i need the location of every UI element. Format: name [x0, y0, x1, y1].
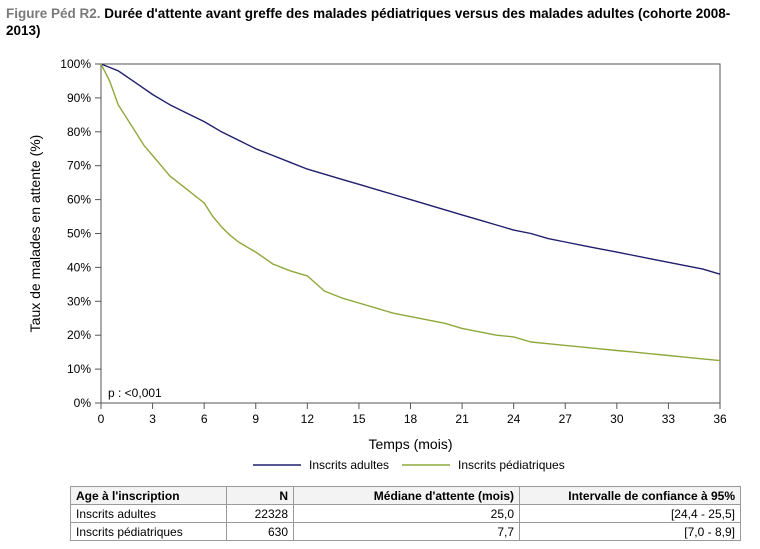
y-tick-label: 40%	[67, 260, 91, 274]
x-tick-label: 0	[98, 412, 105, 426]
x-tick-label: 21	[455, 412, 469, 426]
figure-title: Figure Péd R2. Durée d'attente avant gre…	[6, 5, 746, 39]
series-line	[100, 63, 721, 362]
table-header-age: Age à l'inscription	[70, 486, 227, 505]
table-row: Inscrits adultes 22328 25,0 [24,4 - 25,5…	[70, 504, 741, 523]
x-tick-label: 15	[352, 412, 366, 426]
x-tick-label: 9	[252, 412, 259, 426]
y-tick-label: 70%	[67, 159, 91, 173]
table-cell-ci: [7,0 - 8,9]	[519, 522, 741, 541]
y-tick-label: 90%	[67, 91, 91, 105]
median-wait-table: Age à l'inscription N Médiane d'attente …	[70, 486, 741, 541]
table-cell-n: 22328	[226, 504, 294, 523]
table-cell-n: 630	[226, 522, 294, 541]
y-tick-label: 30%	[67, 294, 91, 308]
table-cell-median: 7,7	[293, 522, 520, 541]
y-axis-label: Taux de malades en attente (%)	[27, 135, 43, 333]
x-tick-label: 18	[404, 412, 418, 426]
x-tick-label: 33	[662, 412, 676, 426]
x-tick-label: 30	[610, 412, 624, 426]
x-tick-label: 6	[201, 412, 208, 426]
y-tick-label: 20%	[67, 328, 91, 342]
x-tick-label: 3	[149, 412, 156, 426]
y-tick-label: 10%	[67, 362, 91, 376]
legend-label: Inscrits adultes	[309, 458, 389, 472]
table-header-ci: Intervalle de confiance à 95%	[519, 486, 741, 505]
series-line	[100, 63, 721, 275]
x-tick-label: 27	[559, 412, 573, 426]
x-tick-label: 36	[713, 412, 727, 426]
table-cell-median: 25,0	[293, 504, 520, 523]
figure-title-prefix: Figure Péd R2.	[6, 6, 101, 21]
y-tick-label: 50%	[67, 227, 91, 241]
y-tick-label: 0%	[74, 396, 92, 410]
figure-title-text: Durée d'attente avant greffe des malades…	[6, 6, 731, 38]
p-value-annotation: p : <0,001	[108, 386, 162, 400]
x-tick-label: 12	[301, 412, 315, 426]
y-tick-label: 80%	[67, 125, 91, 139]
y-tick-label: 60%	[67, 193, 91, 207]
table-cell-age: Inscrits pédiatriques	[70, 522, 227, 541]
table-cell-age: Inscrits adultes	[70, 504, 227, 523]
x-tick-label: 24	[507, 412, 521, 426]
x-axis-label: Temps (mois)	[368, 436, 452, 452]
table-header-median: Médiane d'attente (mois)	[293, 486, 520, 505]
table-header-n: N	[226, 486, 294, 505]
y-tick-label: 100%	[60, 57, 91, 71]
table-header-row: Age à l'inscription N Médiane d'attente …	[70, 486, 741, 505]
survival-chart: 0%10%20%30%40%50%60%70%80%90%100%0 3 6 9 12 1…	[27, 57, 727, 472]
legend-label: Inscrits pédiatriques	[458, 458, 565, 472]
table-row: Inscrits pédiatriques 630 7,7 [7,0 - 8,9…	[70, 522, 741, 541]
table-cell-ci: [24,4 - 25,5]	[519, 504, 741, 523]
